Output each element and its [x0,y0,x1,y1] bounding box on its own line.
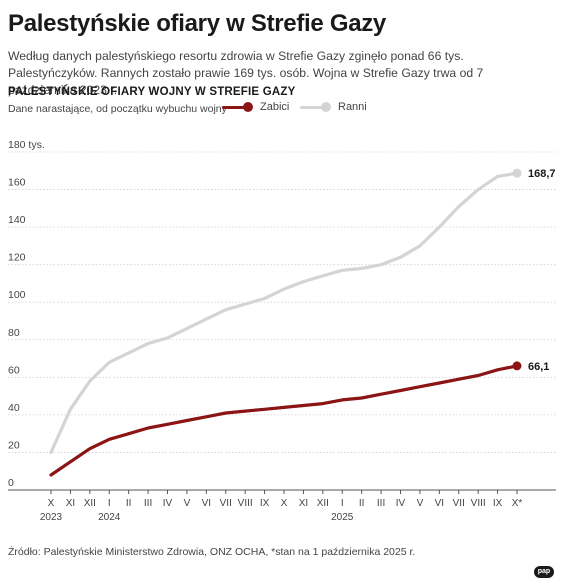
y-tick-label: 80 [8,327,20,339]
source-note: Źródło: Palestyńskie Ministerstwo Zdrowi… [8,546,416,558]
series-end-point-ranni [512,168,522,178]
x-year-label: 2024 [98,512,121,523]
legend-item-zabici: Zabici [222,101,289,113]
series-layer [49,168,522,477]
x-year-label: 2023 [40,512,63,523]
legend-line-ranni [300,106,330,109]
x-tick-label: X* [512,498,523,509]
x-tick-label: I [108,498,111,509]
legend-swatch-ranni [300,101,331,113]
x-tick-label: V [417,498,424,509]
y-tick-label: 120 [8,252,26,264]
x-tick-label: VI [202,498,211,509]
series-line-zabici [49,364,519,477]
x-tick-label: IV [163,498,173,509]
chart-subtitle: Dane narastające, od początku wybuchu wo… [8,103,227,115]
y-tick-label: 60 [8,364,20,376]
y-tick-label: 140 [8,214,26,226]
x-tick-label: IX [493,498,503,509]
y-tick-label: 40 [8,402,20,414]
y-tick-label: 100 [8,289,26,301]
x-tick-label: VII [220,498,232,509]
x-tick-label: XI [299,498,308,509]
legend-item-ranni: Ranni [300,101,367,113]
x-tick-label: XI [66,498,75,509]
legend-dot-ranni [321,102,331,112]
y-tick-label: 180 tys. [8,139,45,151]
x-tick-label: VIII [238,498,253,509]
x-tick-label: X [281,498,288,509]
series-line-ranni [49,171,519,454]
y-tick-label: 20 [8,439,20,451]
legend-swatch-zabici [222,101,253,113]
x-tick-label: IX [260,498,270,509]
x-tick-label: V [184,498,191,509]
series-end-label-ranni: 168,7 [528,168,556,180]
legend-label-zabici: Zabici [260,101,290,113]
x-year-label: 2025 [331,512,354,523]
y-tick-label: 0 [8,477,14,489]
x-tick-label: II [359,498,365,509]
x-tick-label: VI [435,498,444,509]
x-tick-label: I [341,498,344,509]
label-layer: 168,7 66,1 [528,168,556,373]
grid-layer [8,151,556,491]
x-tick-label: IV [396,498,406,509]
pap-logo: pap [534,566,554,578]
legend-label-ranni: Ranni [338,101,367,113]
series-end-label-zabici: 66,1 [528,361,549,373]
page-title: Palestyńskie ofiary w Strefie Gazy [8,10,386,37]
series-end-point-zabici [512,361,522,371]
page-subtitle: Według danych palestyńskiego resortu zdr… [8,49,484,97]
y-tick-label: 160 [8,177,26,189]
x-tick-label: XII [84,498,96,509]
x-tick-label: X [48,498,55,509]
chart-title: PALESTYŃSKIE OFIARY WOJNY W STREFIE GAZY [8,86,296,98]
legend-line-zabici [222,106,252,109]
x-tick-label: II [126,498,132,509]
x-tick-label: VII [453,498,465,509]
x-tick-label: XII [317,498,329,509]
x-tick-label: III [377,498,385,509]
x-tick-label: III [144,498,152,509]
legend-dot-zabici [243,102,253,112]
x-tick-label: VIII [471,498,486,509]
